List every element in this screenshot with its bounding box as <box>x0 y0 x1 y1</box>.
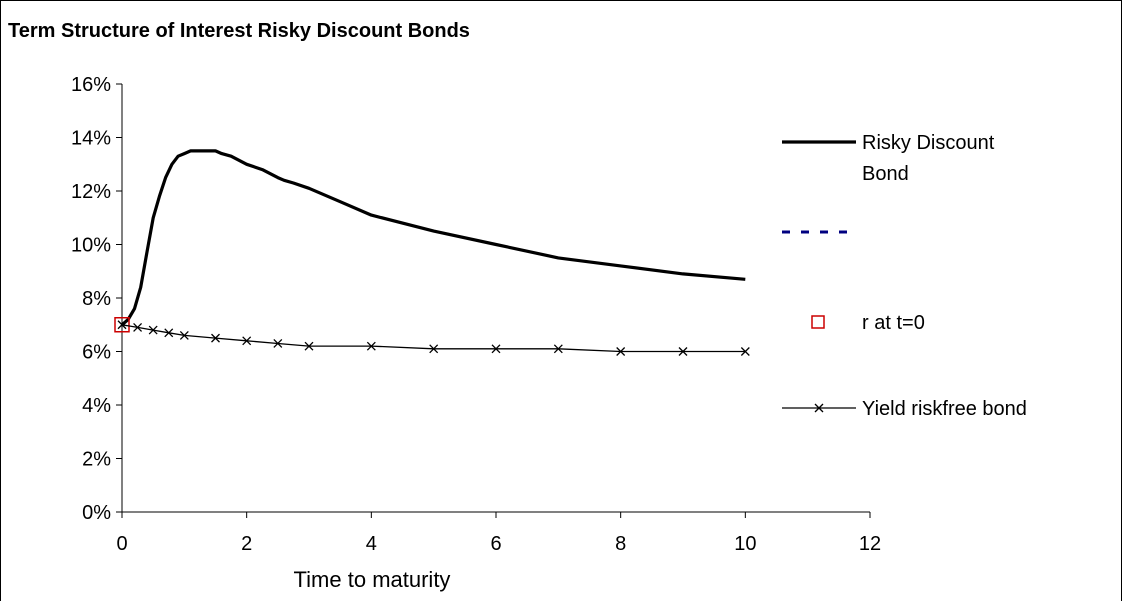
y-tick-label: 8% <box>82 288 111 310</box>
yield-riskfree-point <box>678 347 688 356</box>
x-tick-label: 0 <box>116 533 127 555</box>
x-tick-label: 8 <box>615 533 626 555</box>
yield-riskfree-line <box>121 324 746 353</box>
legend-label: Yield riskfree bond <box>862 398 1027 420</box>
y-tick-label: 4% <box>82 395 111 417</box>
yield-riskfree-point <box>211 333 220 343</box>
legend-label: r at t=0 <box>862 312 925 334</box>
series-layer <box>114 149 750 356</box>
legend-swatch-square <box>811 315 825 329</box>
legend-label: Bond <box>862 163 909 185</box>
legend-swatch-x-marker <box>814 403 824 413</box>
y-tick-label: 2% <box>82 449 111 471</box>
yield-riskfree-point <box>304 341 314 351</box>
risky-discount-bond-line <box>120 149 746 327</box>
yield-riskfree-point <box>117 320 127 330</box>
legend-item: r at t=0 <box>811 312 925 334</box>
x-tick-label: 2 <box>241 533 252 555</box>
chart-title: Term Structure of Interest Risky Discoun… <box>8 20 470 42</box>
r-at-t0-point <box>114 317 130 333</box>
y-tick-label: 10% <box>71 235 111 257</box>
x-tick-label: 12 <box>859 533 881 555</box>
x-tick-label: 6 <box>490 533 501 555</box>
yield-riskfree-point <box>179 330 189 340</box>
legend-item: Yield riskfree bond <box>782 398 1027 420</box>
y-tick-label: 6% <box>82 342 111 364</box>
yield-riskfree-point <box>553 344 563 354</box>
x-tick-label: 10 <box>734 533 756 555</box>
yield-riskfree-point <box>740 347 750 356</box>
y-tick-label: 14% <box>71 128 111 150</box>
y-tick-label: 0% <box>82 502 111 524</box>
y-tick-label: 12% <box>71 181 111 203</box>
yield-riskfree-point <box>133 322 143 332</box>
legend-item: Risky Discount Bond <box>782 132 995 185</box>
yield-riskfree-point <box>273 339 283 348</box>
legend: Risky Discount Bond r at t=0 Yield riskfree… <box>782 132 1027 420</box>
yield-riskfree-point <box>242 336 252 346</box>
yield-riskfree-point <box>429 344 439 354</box>
y-tick-label: 16% <box>71 74 111 96</box>
yield-riskfree-point <box>616 347 626 356</box>
yield-riskfree-point <box>148 325 158 335</box>
legend-label: Risky Discount <box>862 132 995 154</box>
axes: 0% 2% 4% 6% 8% 10% 12% 14% 16% 0 2 4 6 8 10 12 <box>71 74 881 555</box>
yield-riskfree-point <box>366 341 376 351</box>
yield-riskfree-point <box>491 344 501 354</box>
x-axis-label: Time to maturity <box>294 567 451 592</box>
x-tick-label: 4 <box>366 533 377 555</box>
yield-riskfree-point <box>164 328 174 338</box>
